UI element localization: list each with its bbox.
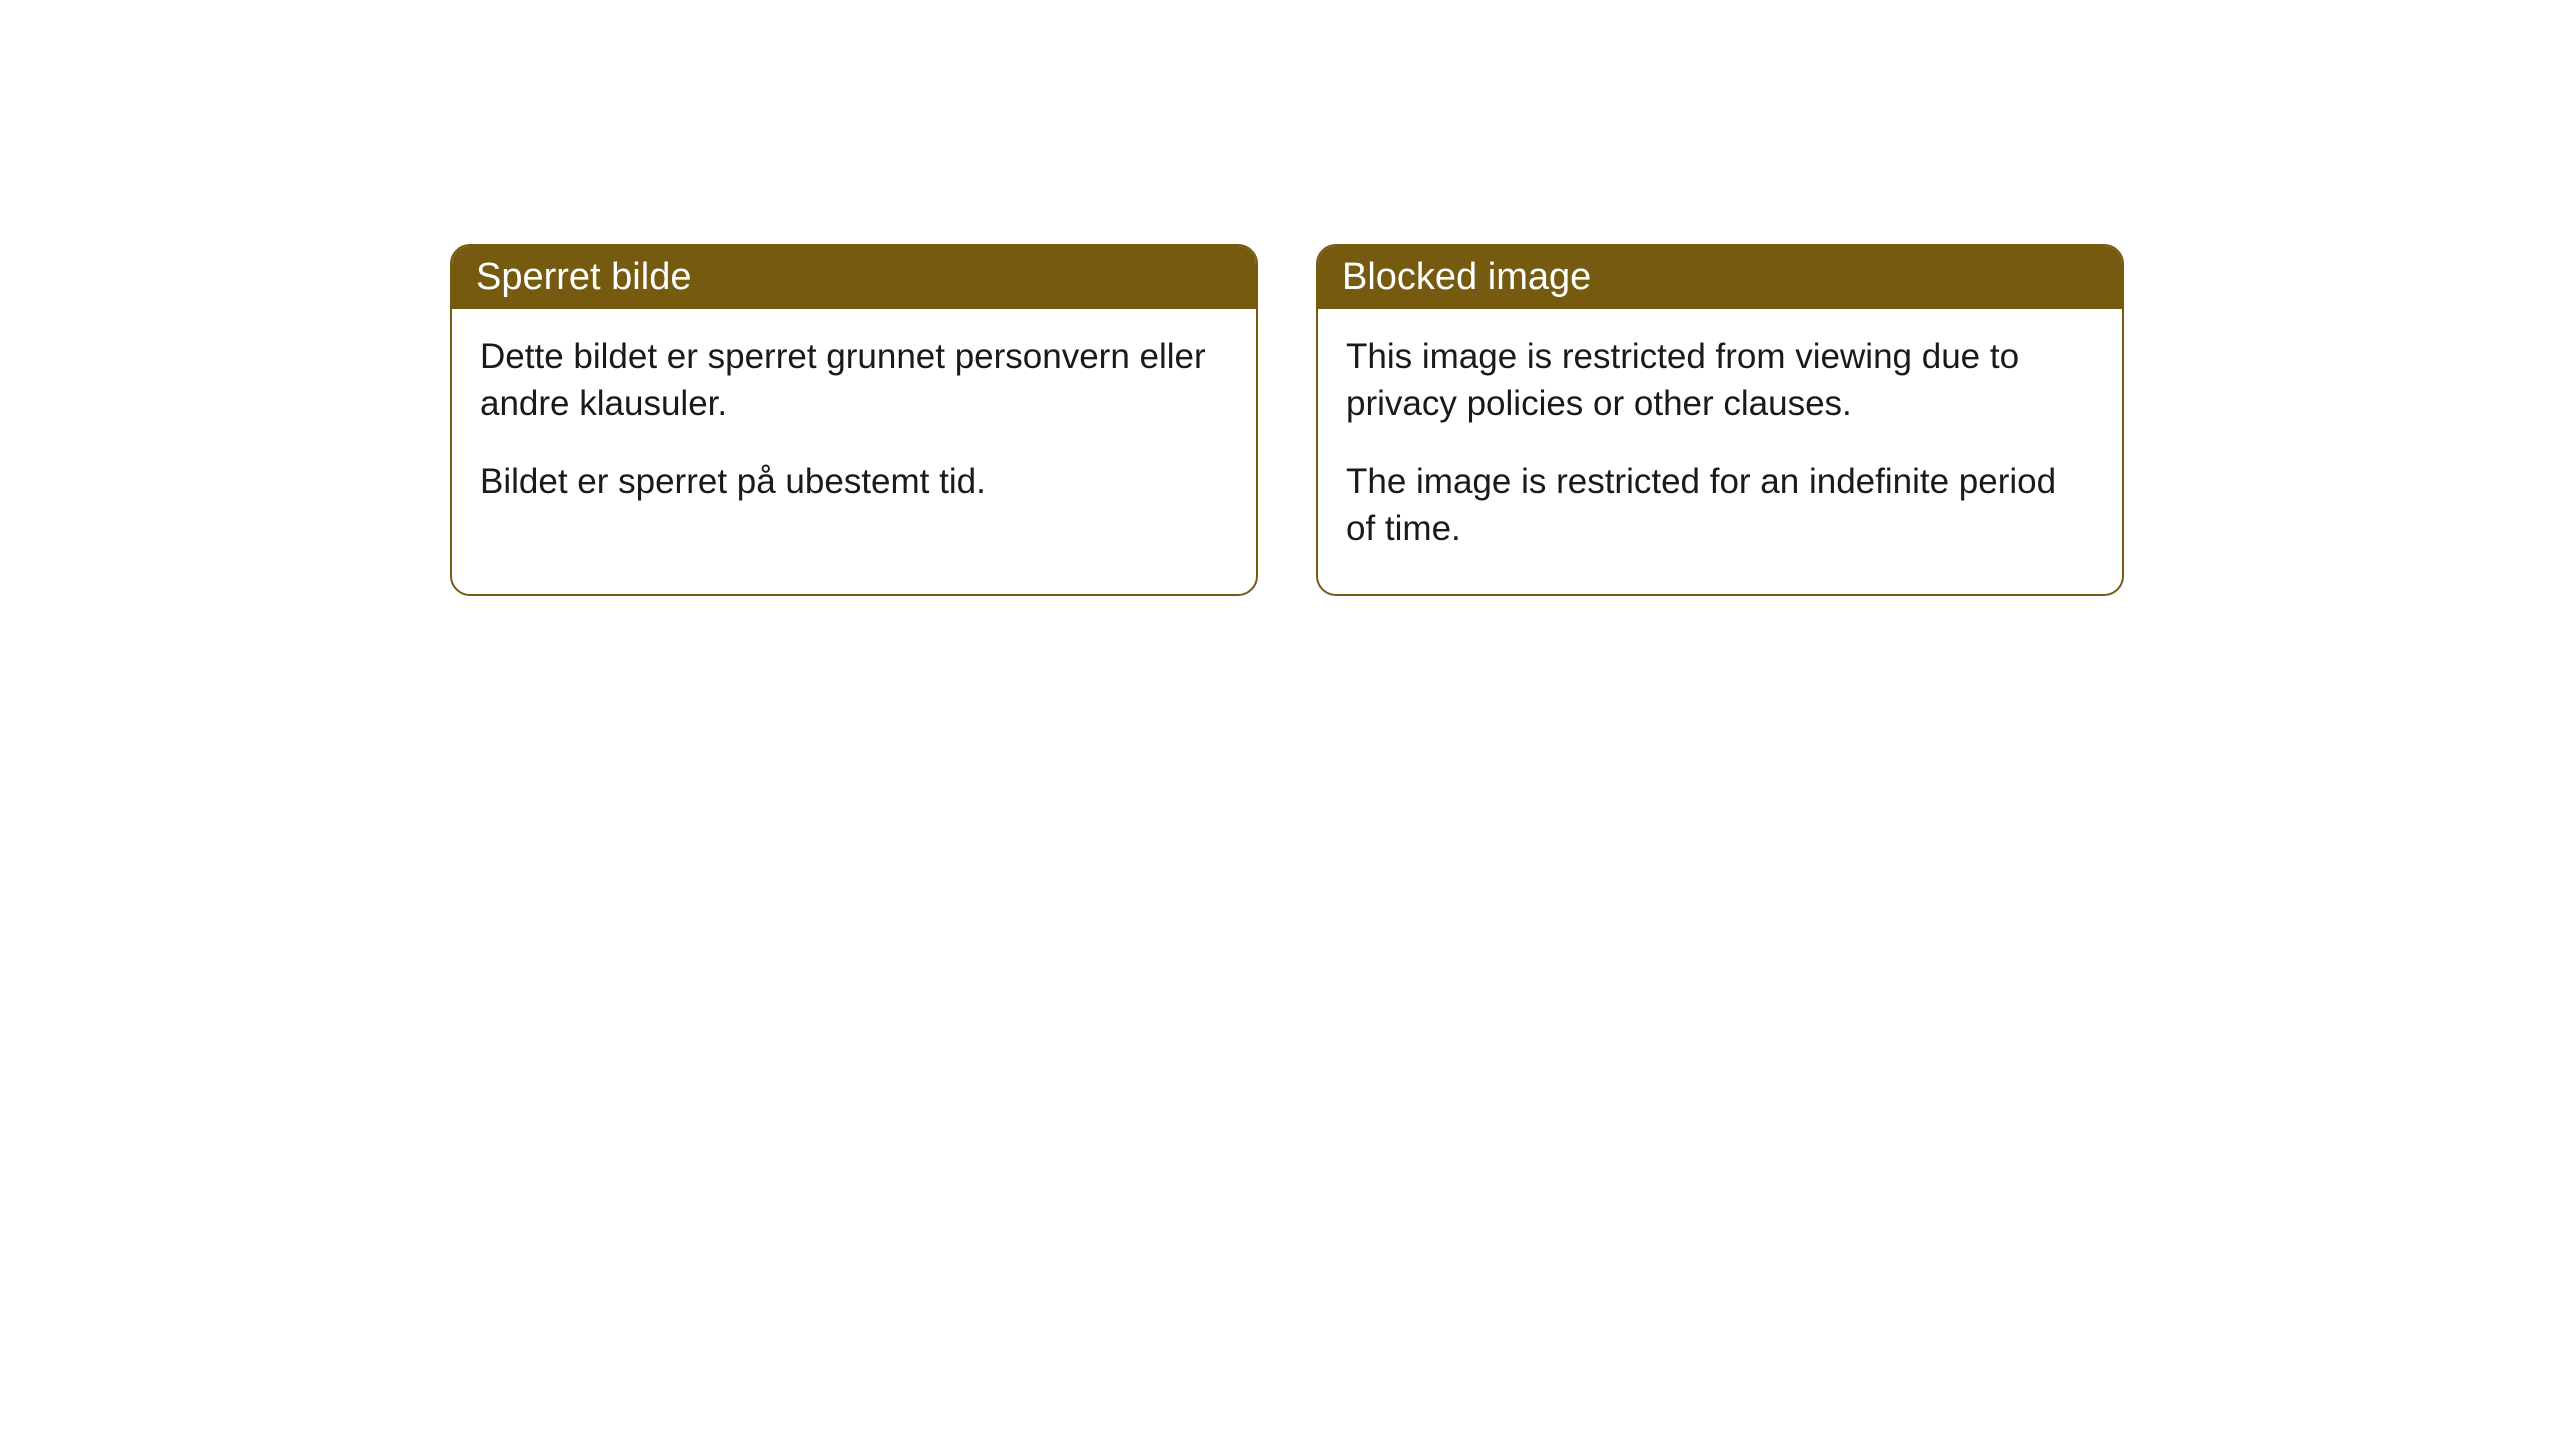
notice-text-line1: Dette bildet er sperret grunnet personve…: [480, 333, 1228, 428]
notice-text-line2: The image is restricted for an indefinit…: [1346, 458, 2094, 553]
card-header-english: Blocked image: [1318, 246, 2122, 309]
card-body-norwegian: Dette bildet er sperret grunnet personve…: [452, 309, 1256, 547]
card-header-norwegian: Sperret bilde: [452, 246, 1256, 309]
notice-text-line1: This image is restricted from viewing du…: [1346, 333, 2094, 428]
blocked-image-card-norwegian: Sperret bilde Dette bildet er sperret gr…: [450, 244, 1258, 596]
notice-text-line2: Bildet er sperret på ubestemt tid.: [480, 458, 1228, 505]
card-body-english: This image is restricted from viewing du…: [1318, 309, 2122, 594]
notice-cards-container: Sperret bilde Dette bildet er sperret gr…: [0, 0, 2560, 596]
blocked-image-card-english: Blocked image This image is restricted f…: [1316, 244, 2124, 596]
